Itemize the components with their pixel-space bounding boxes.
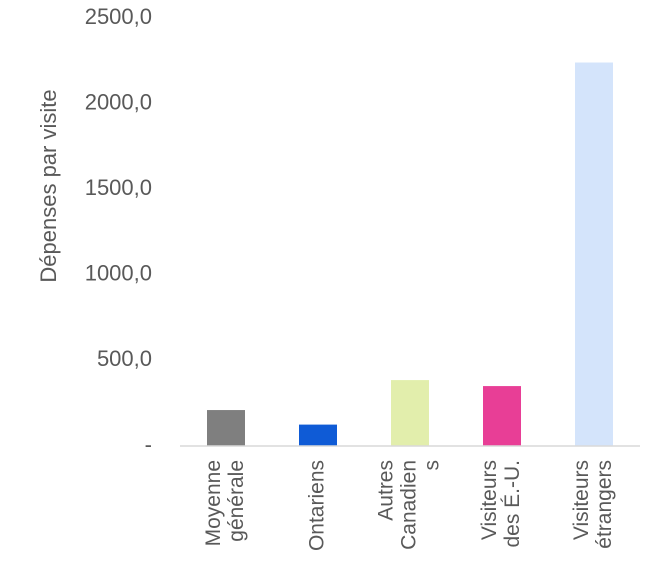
bar <box>575 62 613 447</box>
x-tick-label: Canadien <box>398 460 421 550</box>
bars <box>207 62 613 447</box>
y-tick-label: 500,0 <box>97 346 152 371</box>
y-axis-ticks: - 500,0 1000,0 1500,0 2000,0 2500,0 <box>85 4 152 457</box>
y-axis-label: Dépenses par visite <box>36 89 61 282</box>
bar <box>391 380 429 446</box>
bar <box>207 410 245 446</box>
bar <box>299 424 337 446</box>
y-tick-label: 1500,0 <box>85 175 152 200</box>
x-tick-label: Visiteurs <box>478 460 501 540</box>
y-tick-label: 2000,0 <box>85 89 152 114</box>
x-tick-label: s <box>421 460 444 471</box>
y-tick-label: 1000,0 <box>85 261 152 286</box>
y-tick-label: - <box>145 432 152 457</box>
x-tick-label: Moyenne <box>202 460 225 546</box>
x-tick-label: des É.-U. <box>501 460 524 548</box>
x-axis-ticks: Moyenne générale Ontariens Autres Canadien s V… <box>202 460 616 551</box>
bar <box>483 386 521 446</box>
x-tick-label: étrangers <box>593 460 616 549</box>
x-tick-label: générale <box>225 460 248 542</box>
x-tick-label: Ontariens <box>306 460 329 551</box>
x-tick-label: Autres <box>375 460 398 521</box>
x-tick-label: Visiteurs <box>570 460 593 540</box>
y-tick-label: 2500,0 <box>85 4 152 29</box>
